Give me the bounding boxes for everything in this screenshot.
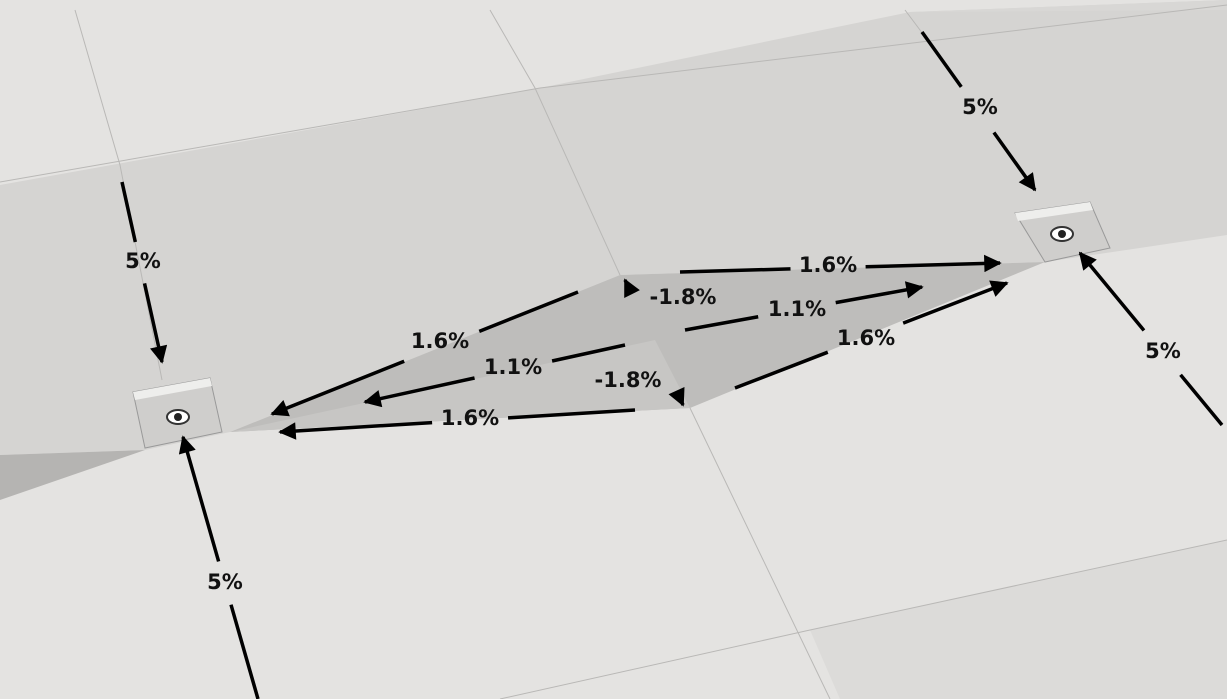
slope-label: 5% bbox=[125, 249, 161, 273]
arrow-head bbox=[1078, 251, 1146, 332]
slope-label: 1.6% bbox=[441, 406, 499, 430]
arrow-head bbox=[270, 359, 405, 417]
arrow-tail bbox=[478, 290, 579, 333]
arrow-head bbox=[835, 281, 924, 305]
arrow-tail bbox=[684, 314, 759, 332]
arrow-tail bbox=[679, 267, 791, 274]
arrow-tail bbox=[1179, 373, 1224, 427]
arrow-tail bbox=[551, 343, 626, 363]
slope-label: 1.1% bbox=[768, 297, 826, 321]
slope-label: 5% bbox=[207, 570, 243, 594]
slope-label: -1.8% bbox=[650, 285, 717, 309]
arrow-head bbox=[623, 278, 640, 299]
arrow-tail bbox=[507, 408, 636, 420]
arrow-head bbox=[668, 387, 685, 407]
slope-label: 1.6% bbox=[411, 329, 469, 353]
slope-arrows: 5% 5% 5% 5% 1.6% 1.1% 1.6% -1.8% -1.8% 1.6% 1.1% 1.… bbox=[120, 30, 1224, 699]
arrow-tail bbox=[920, 30, 963, 88]
arrow-head bbox=[278, 420, 433, 440]
slope-label: 1.6% bbox=[799, 253, 857, 277]
arrow-head bbox=[902, 280, 1009, 325]
arrow-tail bbox=[229, 604, 260, 699]
arrow-head bbox=[992, 131, 1037, 192]
drain-right bbox=[1014, 201, 1111, 263]
arrow-tail bbox=[120, 181, 138, 243]
arrow-tail bbox=[734, 350, 829, 390]
slope-label: 1.6% bbox=[837, 326, 895, 350]
arrow-head bbox=[178, 435, 221, 562]
arrow-head bbox=[865, 254, 1002, 273]
drain-left bbox=[132, 377, 223, 449]
arrow-head bbox=[363, 376, 475, 408]
arrow-head bbox=[142, 283, 168, 364]
slope-label: -1.8% bbox=[595, 368, 662, 392]
slope-label: 5% bbox=[962, 95, 998, 119]
slope-label: 5% bbox=[1145, 339, 1181, 363]
slope-label: 1.1% bbox=[484, 355, 542, 379]
